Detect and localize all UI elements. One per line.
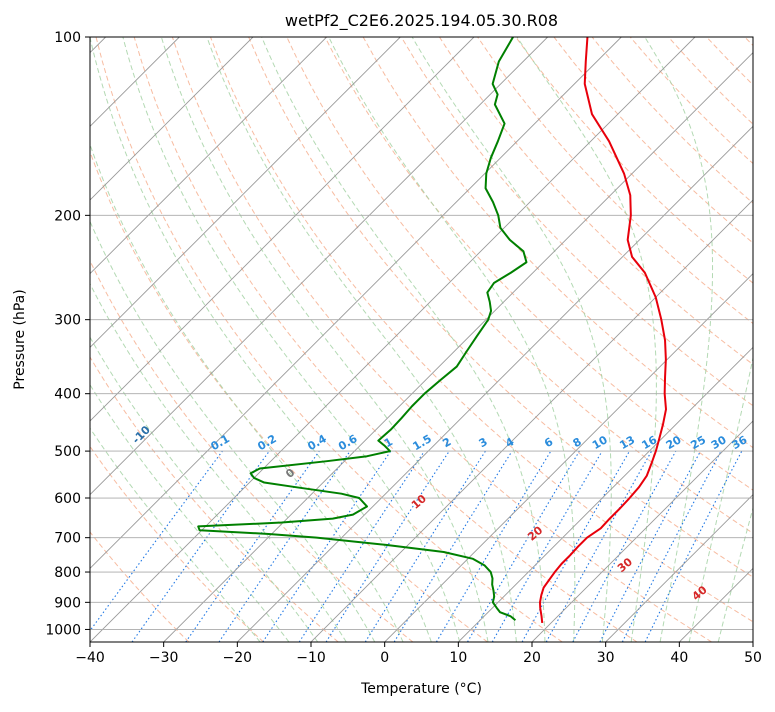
- x-axis: −40 −30 −20 −10 0 10 20 30 40 50: [75, 642, 762, 666]
- plot-area: -100-90-80-70-60-50-40-30-20-100.10.20.4…: [0, 37, 775, 642]
- y-tick-label: 100: [54, 30, 81, 46]
- plot-background: [90, 37, 753, 642]
- y-axis: 100 200 300 400 500 600 700 800 900 1000: [45, 30, 90, 638]
- dry-adiabat-label: -30: [0, 365, 2, 388]
- x-tick-label: 30: [597, 650, 615, 666]
- x-tick-label: 50: [744, 650, 762, 666]
- x-tick-label: 20: [523, 650, 541, 666]
- x-tick-label: 0: [380, 650, 389, 666]
- y-tick-label: 500: [54, 444, 81, 460]
- x-tick-label: −10: [296, 650, 326, 666]
- x-tick-label: −30: [149, 650, 179, 666]
- chart-title: wetPf2_C2E6.2025.194.05.30.R08: [285, 11, 558, 31]
- x-tick-label: 40: [670, 650, 688, 666]
- y-tick-label: 900: [54, 595, 81, 611]
- y-tick-label: 1000: [45, 622, 81, 638]
- y-tick-label: 200: [54, 208, 81, 224]
- y-tick-label: 400: [54, 387, 81, 403]
- y-tick-label: 700: [54, 531, 81, 547]
- x-axis-label: Temperature (°C): [360, 681, 482, 697]
- x-tick-label: −40: [75, 650, 105, 666]
- y-tick-label: 300: [54, 313, 81, 329]
- isotherm-line: [753, 37, 775, 642]
- y-tick-label: 800: [54, 565, 81, 581]
- y-tick-label: 600: [54, 491, 81, 507]
- x-tick-label: 10: [449, 650, 467, 666]
- x-tick-label: −20: [223, 650, 253, 666]
- y-axis-label: Pressure (hPa): [12, 289, 28, 389]
